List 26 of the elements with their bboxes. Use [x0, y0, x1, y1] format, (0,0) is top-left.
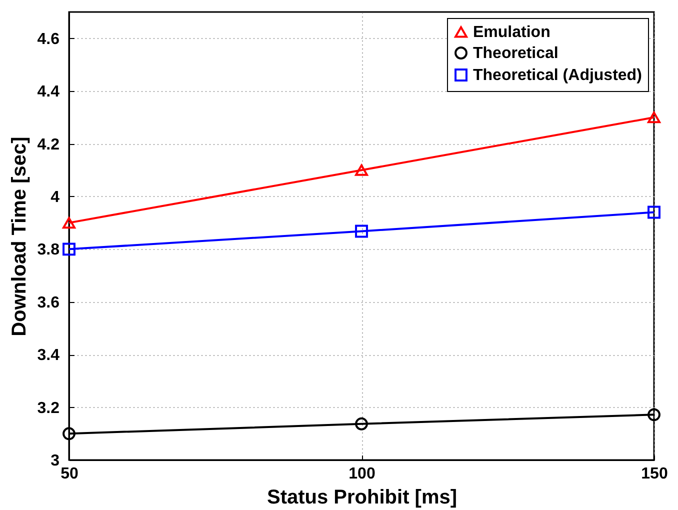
x-tick-label: 50 [60, 466, 78, 482]
y-tick-label: 4.4 [37, 84, 60, 101]
x-axis-title: Status Prohibit [ms] [266, 486, 458, 508]
y-axis-title: Download Time [sec] [8, 136, 30, 336]
point [355, 224, 368, 238]
point [62, 217, 76, 229]
y-tick-label: 4.2 [37, 136, 60, 154]
y-tick-label: 4 [50, 188, 60, 206]
legend-label: Theoretical [473, 45, 558, 62]
y-tick-label: 4.6 [37, 30, 60, 48]
point [648, 112, 660, 124]
point [648, 408, 660, 422]
legend-label: Theoretical (Adjusted) [473, 67, 642, 84]
point [62, 427, 76, 440]
x-tick-label: 100 [348, 466, 376, 482]
point [648, 206, 660, 219]
point [355, 417, 368, 430]
x-tick-label: 150 [641, 466, 668, 482]
y-tick-label: 3.6 [37, 294, 60, 312]
point [355, 164, 368, 176]
y-tick-label: 3.2 [37, 400, 60, 417]
legend-label: Emulation [473, 24, 550, 41]
y-tick-label: 3.8 [37, 242, 60, 259]
y-tick-label: 3.4 [37, 347, 60, 364]
point [62, 242, 76, 256]
y-tick-label: 3 [50, 452, 60, 470]
